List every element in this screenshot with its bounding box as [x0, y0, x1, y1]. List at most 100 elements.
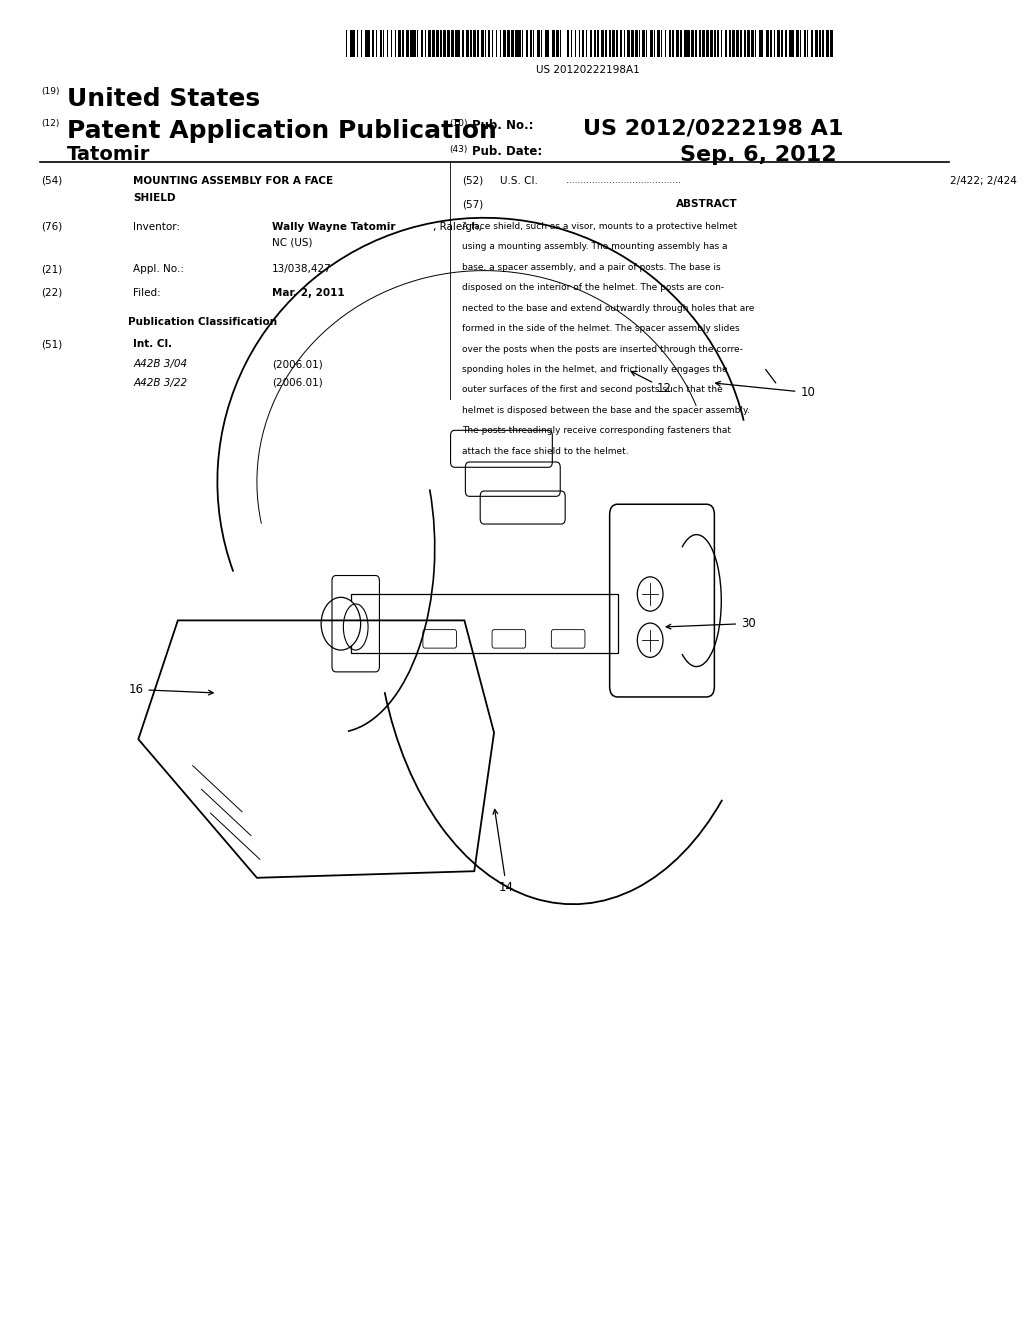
Text: (2006.01): (2006.01) — [271, 378, 323, 388]
Text: formed in the side of the helmet. The spacer assembly slides: formed in the side of the helmet. The sp… — [463, 323, 740, 333]
Text: Inventor:: Inventor: — [133, 222, 180, 232]
Bar — [628, 30, 630, 57]
Bar — [567, 30, 568, 57]
Bar — [594, 30, 597, 57]
Text: NC (US): NC (US) — [271, 238, 312, 248]
Text: (57): (57) — [463, 199, 483, 210]
Bar — [718, 30, 719, 57]
Bar — [529, 30, 532, 57]
Bar — [488, 30, 489, 57]
Bar — [732, 30, 735, 57]
Circle shape — [637, 623, 663, 657]
Bar — [631, 30, 634, 57]
Text: 13/038,427: 13/038,427 — [271, 264, 332, 275]
Bar — [455, 30, 458, 57]
Bar — [481, 30, 484, 57]
Bar — [451, 30, 454, 57]
Text: Pub. No.:: Pub. No.: — [472, 119, 534, 132]
Bar — [538, 30, 540, 57]
Bar — [447, 30, 450, 57]
Bar — [365, 30, 368, 57]
Bar — [684, 30, 686, 57]
Bar — [815, 30, 818, 57]
Bar — [714, 30, 716, 57]
Text: US 2012/0222198 A1: US 2012/0222198 A1 — [583, 119, 844, 139]
Text: over the posts when the posts are inserted through the corre-: over the posts when the posts are insert… — [463, 345, 743, 354]
Bar — [736, 30, 738, 57]
Bar — [642, 30, 645, 57]
Bar — [583, 30, 584, 57]
Bar — [740, 30, 742, 57]
Bar — [421, 30, 423, 57]
Text: Publication Classification: Publication Classification — [128, 317, 278, 327]
Text: MOUNTING ASSEMBLY FOR A FACE: MOUNTING ASSEMBLY FOR A FACE — [133, 176, 334, 186]
Bar — [797, 30, 799, 57]
Bar — [560, 30, 561, 57]
Bar — [650, 30, 652, 57]
Bar — [428, 30, 431, 57]
Bar — [687, 30, 690, 57]
Bar — [669, 30, 671, 57]
Bar — [830, 30, 833, 57]
Bar — [710, 30, 713, 57]
Bar — [552, 30, 555, 57]
Bar — [676, 30, 679, 57]
Text: nected to the base and extend outwardly through holes that are: nected to the base and extend outwardly … — [463, 304, 755, 313]
Bar — [473, 30, 476, 57]
Bar — [425, 30, 426, 57]
Bar — [620, 30, 623, 57]
Bar — [653, 30, 655, 57]
Bar — [369, 30, 370, 57]
Bar — [793, 30, 794, 57]
Bar — [477, 30, 478, 57]
Bar — [590, 30, 592, 57]
Bar — [459, 30, 460, 57]
Bar — [601, 30, 604, 57]
Text: Appl. No.:: Appl. No.: — [133, 264, 184, 275]
Bar — [406, 30, 409, 57]
Text: ........................................: ........................................ — [566, 176, 681, 185]
Circle shape — [637, 577, 663, 611]
Text: helmet is disposed between the base and the spacer assembly.: helmet is disposed between the base and … — [463, 405, 751, 414]
Bar — [788, 30, 792, 57]
Bar — [657, 30, 660, 57]
Bar — [484, 30, 486, 57]
Bar — [752, 30, 754, 57]
Bar — [702, 30, 705, 57]
Bar — [743, 30, 746, 57]
Text: 30: 30 — [667, 616, 756, 630]
Text: A42B 3/22: A42B 3/22 — [133, 378, 187, 388]
Text: (21): (21) — [42, 264, 62, 275]
Bar — [635, 30, 638, 57]
Bar — [511, 30, 514, 57]
Bar — [470, 30, 472, 57]
Text: (19): (19) — [42, 87, 60, 96]
Text: 10: 10 — [716, 381, 815, 399]
Text: 2/422; 2/424: 2/422; 2/424 — [949, 176, 1017, 186]
Text: disposed on the interior of the helmet. The posts are con-: disposed on the interior of the helmet. … — [463, 282, 725, 292]
Bar — [545, 30, 548, 57]
Text: attach the face shield to the helmet.: attach the face shield to the helmet. — [463, 446, 629, 455]
Bar — [439, 30, 442, 57]
Bar — [673, 30, 674, 57]
Bar — [349, 30, 352, 57]
Bar — [800, 30, 802, 57]
Bar — [766, 30, 769, 57]
Text: (10): (10) — [450, 119, 468, 128]
Text: A face shield, such as a visor, mounts to a protective helmet: A face shield, such as a visor, mounts t… — [463, 222, 737, 231]
Text: (54): (54) — [42, 176, 62, 186]
Bar — [804, 30, 806, 57]
Bar — [518, 30, 521, 57]
Text: Tatomir: Tatomir — [68, 145, 151, 164]
Bar — [770, 30, 772, 57]
Text: A42B 3/04: A42B 3/04 — [133, 359, 187, 370]
Bar — [402, 30, 403, 57]
Bar — [785, 30, 787, 57]
Bar — [507, 30, 510, 57]
Text: sponding holes in the helmet, and frictionally engages the: sponding holes in the helmet, and fricti… — [463, 364, 728, 374]
Bar — [819, 30, 821, 57]
Bar — [556, 30, 559, 57]
Text: (2006.01): (2006.01) — [271, 359, 323, 370]
Bar — [462, 30, 464, 57]
Text: 14: 14 — [493, 809, 514, 894]
